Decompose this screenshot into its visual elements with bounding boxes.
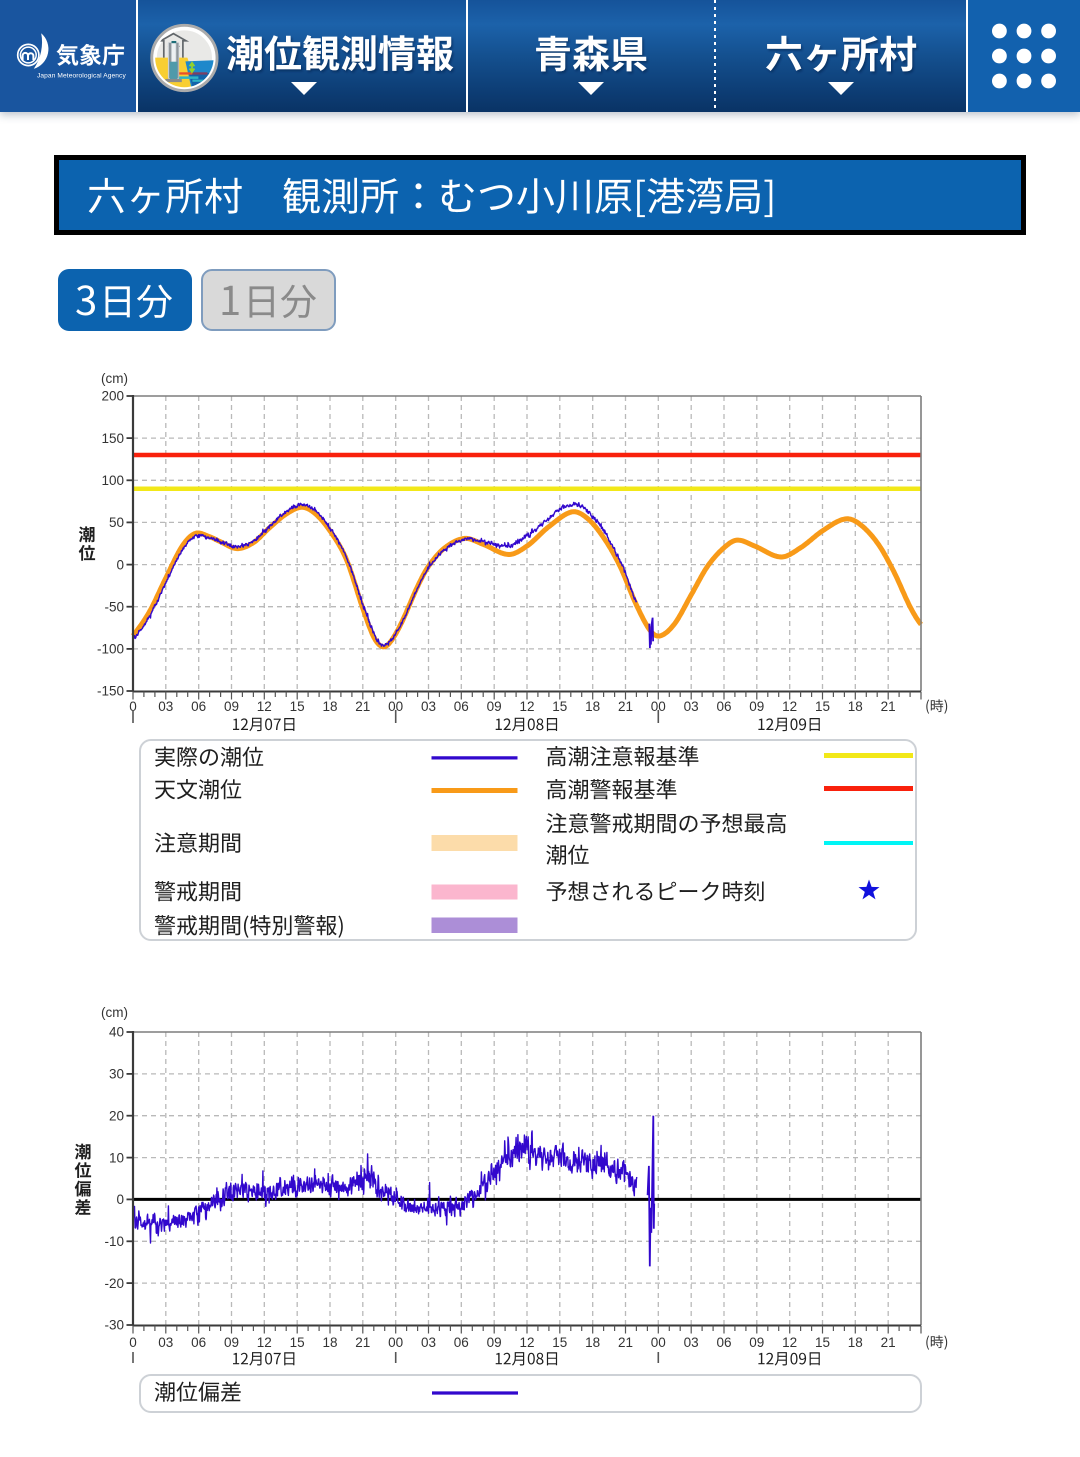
svg-text:00: 00 [388,699,403,714]
svg-text:06: 06 [191,1335,206,1350]
svg-text:200: 200 [101,389,124,404]
svg-text:12: 12 [257,1335,272,1350]
svg-text:-20: -20 [104,1276,124,1291]
svg-text:18: 18 [322,1335,337,1350]
svg-text:06: 06 [716,1335,731,1350]
svg-text:09: 09 [224,1335,239,1350]
svg-text:15: 15 [290,699,305,714]
svg-text:50: 50 [109,515,124,530]
svg-text:09: 09 [487,699,502,714]
svg-text:06: 06 [454,1335,469,1350]
svg-text:00: 00 [388,1335,403,1350]
svg-text:12: 12 [519,1335,534,1350]
svg-text:21: 21 [355,699,370,714]
svg-text:40: 40 [109,1025,124,1040]
svg-text:-30: -30 [104,1318,124,1333]
svg-text:09: 09 [749,699,764,714]
svg-text:15: 15 [552,1335,567,1350]
svg-text:03: 03 [158,1335,173,1350]
svg-text:09: 09 [749,1335,764,1350]
svg-text:03: 03 [684,699,699,714]
svg-text:03: 03 [421,699,436,714]
svg-text:(cm): (cm) [101,1005,128,1020]
svg-text:00: 00 [651,1335,666,1350]
svg-text:06: 06 [191,699,206,714]
svg-text:-100: -100 [97,642,124,657]
svg-text:21: 21 [881,1335,896,1350]
svg-text:09: 09 [487,1335,502,1350]
svg-text:03: 03 [684,1335,699,1350]
svg-text:30: 30 [109,1067,124,1082]
svg-text:0: 0 [116,557,124,572]
svg-text:03: 03 [158,699,173,714]
svg-text:0: 0 [116,1192,124,1207]
svg-text:12: 12 [782,699,797,714]
svg-text:Japan Meteorological Agency: Japan Meteorological Agency [37,73,126,80]
svg-text:21: 21 [618,1335,633,1350]
svg-text:00: 00 [651,699,666,714]
svg-text:150: 150 [101,431,124,446]
svg-text:06: 06 [454,699,469,714]
svg-text:18: 18 [585,699,600,714]
svg-text:18: 18 [585,1335,600,1350]
svg-text:18: 18 [848,1335,863,1350]
svg-text:15: 15 [290,1335,305,1350]
svg-text:15: 15 [815,1335,830,1350]
svg-text:21: 21 [618,699,633,714]
svg-text:20: 20 [109,1108,124,1123]
svg-text:12: 12 [257,699,272,714]
svg-text:18: 18 [322,699,337,714]
svg-text:100: 100 [101,473,124,488]
svg-text:(cm): (cm) [101,371,128,386]
svg-text:15: 15 [815,699,830,714]
svg-text:03: 03 [421,1335,436,1350]
svg-text:06: 06 [716,699,731,714]
svg-text:10: 10 [109,1150,124,1165]
svg-text:12: 12 [782,1335,797,1350]
svg-text:18: 18 [848,699,863,714]
svg-text:09: 09 [224,699,239,714]
svg-text:0: 0 [129,699,137,714]
svg-text:-10: -10 [104,1234,124,1249]
svg-text:21: 21 [881,699,896,714]
svg-text:-50: -50 [104,599,124,614]
svg-text:-150: -150 [97,684,124,699]
svg-text:12: 12 [519,699,534,714]
svg-text:0: 0 [129,1335,137,1350]
svg-text:21: 21 [355,1335,370,1350]
svg-text:15: 15 [552,699,567,714]
